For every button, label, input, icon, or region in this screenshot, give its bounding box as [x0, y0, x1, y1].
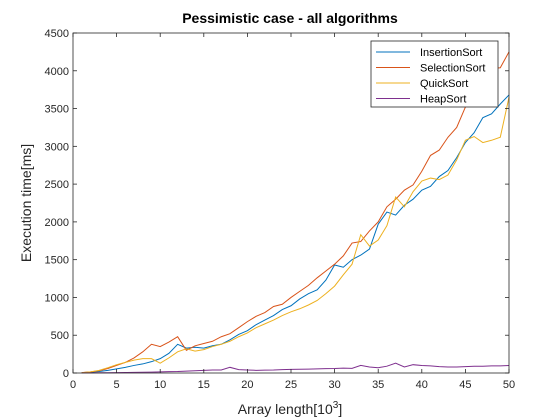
x-tick-label: 45 [459, 379, 471, 391]
legend-label-selectionsort: SelectionSort [420, 63, 485, 75]
series-line-heapsort [81, 362, 510, 374]
x-ticks: 0 5 10 15 20 25 30 35 40 45 50 [70, 33, 515, 391]
y-tick-label: 4000 [45, 66, 69, 78]
legend: InsertionSort SelectionSort QuickSort HeapS… [370, 40, 499, 108]
y-tick-label: 3000 [45, 141, 69, 153]
y-tick-label: 4500 [45, 28, 69, 40]
y-axis-label: Execution time[ms] [18, 144, 34, 262]
chart-title: Pessimistic case - all algorithms [182, 10, 398, 26]
y-tick-label: 500 [51, 330, 69, 342]
legend-entries: InsertionSort SelectionSort QuickSort HeapS… [376, 47, 485, 106]
x-tick-label: 40 [416, 379, 428, 391]
legend-label-insertionsort: InsertionSort [420, 47, 482, 59]
x-tick-label: 0 [70, 379, 76, 391]
y-tick-label: 1000 [45, 292, 69, 304]
x-axis-label: Array length[103] [238, 400, 342, 417]
series-line-quicksort [81, 97, 510, 374]
series-layer [81, 51, 510, 374]
y-tick-label: 2000 [45, 217, 69, 229]
x-tick-label: 15 [198, 379, 210, 391]
x-tick-label: 30 [328, 379, 340, 391]
x-tick-label: 20 [241, 379, 253, 391]
x-tick-label: 10 [154, 379, 166, 391]
y-ticks: 0 500 1000 1500 2000 2500 3000 3500 4000 4500 [45, 28, 509, 380]
x-axis-label-exponent: 3 [333, 400, 339, 411]
y-tick-label: 1500 [45, 255, 69, 267]
series-line-selectionsort [81, 51, 510, 374]
legend-label-quicksort: QuickSort [420, 78, 468, 90]
y-tick-label: 0 [63, 368, 69, 380]
x-tick-label: 35 [372, 379, 384, 391]
x-axis-label-suffix: ] [338, 401, 342, 417]
y-tick-label: 3500 [45, 104, 69, 116]
legend-label-heapsort: HeapSort [420, 94, 466, 106]
x-tick-label: 25 [285, 379, 297, 391]
x-tick-label: 5 [114, 379, 120, 391]
series-line-insertionsort [81, 94, 510, 374]
y-tick-label: 2500 [45, 179, 69, 191]
x-tick-label: 50 [503, 379, 515, 391]
